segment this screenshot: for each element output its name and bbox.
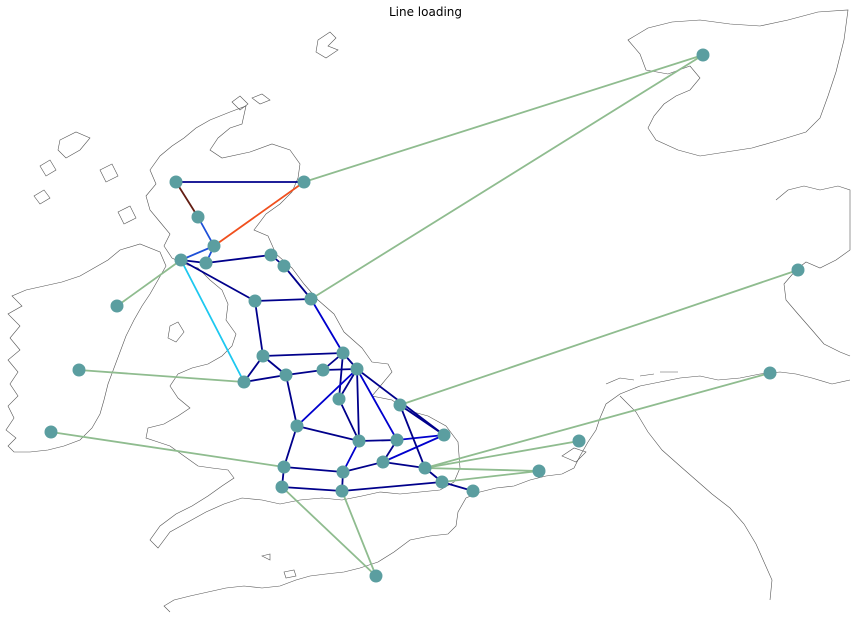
line-n10-m3 xyxy=(310,298,344,354)
bus-s6 xyxy=(277,460,291,474)
coastline-channel-islands xyxy=(261,553,297,579)
line-n8-n10 xyxy=(283,265,312,300)
line-s7-s8 xyxy=(342,461,384,473)
bus-s10 xyxy=(275,480,289,494)
coastline-denmark xyxy=(775,185,851,357)
bus-be1 xyxy=(572,434,586,448)
line-s5-s8 xyxy=(382,434,445,463)
links-layer xyxy=(50,54,799,577)
bus-m1 xyxy=(237,375,251,389)
link-n10-no xyxy=(310,54,704,300)
bus-n4 xyxy=(207,239,221,253)
coastline-shetland xyxy=(315,31,339,59)
bus-nl xyxy=(763,366,777,380)
bus-n3 xyxy=(191,210,205,224)
link-n2-no xyxy=(303,54,704,183)
link-s11-be2 xyxy=(424,467,540,472)
bus-s11 xyxy=(418,461,432,475)
line-n9-m2 xyxy=(254,300,264,357)
coastline-orkney xyxy=(231,93,271,111)
bus-n2 xyxy=(297,175,311,189)
line-n6-n7 xyxy=(205,254,272,264)
line-m6-s2 xyxy=(296,368,358,427)
link-s10-fr xyxy=(281,486,377,577)
bus-n5 xyxy=(174,253,188,267)
bus-be2 xyxy=(532,464,546,478)
coastline-isle-of-man xyxy=(167,321,185,343)
bus-s12 xyxy=(435,475,449,489)
line-s9-s11 xyxy=(399,404,426,469)
line-s5-s9 xyxy=(399,404,445,436)
line-s4-s5 xyxy=(396,434,445,441)
line-m1-m4 xyxy=(243,374,287,383)
map-title: Line loading xyxy=(388,5,463,19)
bus-s14 xyxy=(466,484,480,498)
line-m2-m3 xyxy=(262,352,344,357)
line-n1-n3 xyxy=(175,181,199,218)
bus-ie3 xyxy=(44,425,58,439)
link-s12-be2 xyxy=(441,470,540,483)
bus-m5 xyxy=(316,363,330,377)
bus-s2 xyxy=(290,419,304,433)
line-s8-s11 xyxy=(382,461,426,469)
bus-n1 xyxy=(169,175,183,189)
bus-ie1 xyxy=(110,299,124,313)
bus-s13 xyxy=(335,484,349,498)
link-s13-fr xyxy=(341,490,377,577)
link-s9-dk xyxy=(399,269,799,406)
link-s6-ie3 xyxy=(50,431,285,468)
bus-s5 xyxy=(437,428,451,442)
bus-n9 xyxy=(248,294,262,308)
bus-ie2 xyxy=(72,363,86,377)
coastline-frisian-islands xyxy=(561,371,678,463)
line-n5-n9 xyxy=(180,259,256,302)
coastline-great-britain xyxy=(145,105,461,549)
line-m6-s3 xyxy=(356,368,360,442)
bus-m3 xyxy=(336,346,350,360)
bus-m2 xyxy=(256,349,270,363)
link-s11-nl xyxy=(424,372,771,469)
bus-s8 xyxy=(376,455,390,469)
bus-m6 xyxy=(350,362,364,376)
link-m1-ie2 xyxy=(78,369,245,383)
line-n2-n4 xyxy=(213,181,305,247)
line-s13-s12 xyxy=(341,481,443,492)
line-m6-s4 xyxy=(356,368,398,441)
bus-n7 xyxy=(264,248,278,262)
bus-dk xyxy=(791,263,805,277)
coastline-norway xyxy=(627,9,849,157)
link-n5-ie1 xyxy=(116,259,182,307)
buses-layer xyxy=(44,48,805,583)
line-s6-s7 xyxy=(283,466,344,473)
coastline-continent xyxy=(163,371,851,613)
line-n9-n10 xyxy=(254,298,312,302)
bus-s3 xyxy=(352,434,366,448)
coastline-continent-inland xyxy=(619,395,773,601)
line-s2-s3 xyxy=(296,425,360,442)
bus-n10 xyxy=(304,292,318,306)
bus-s9 xyxy=(393,398,407,412)
coastline-ireland xyxy=(5,243,167,453)
lines-layer xyxy=(175,181,474,492)
line-s2-s6 xyxy=(283,425,298,468)
bus-n6 xyxy=(199,256,213,270)
line-m4-s2 xyxy=(285,374,298,427)
line-s1-s3 xyxy=(338,398,360,442)
link-s11-be1 xyxy=(424,440,580,469)
bus-m4 xyxy=(279,368,293,382)
bus-s4 xyxy=(390,433,404,447)
bus-s7 xyxy=(336,465,350,479)
line-m3-s1 xyxy=(338,352,344,400)
bus-n8 xyxy=(277,259,291,273)
coastline-hebrides xyxy=(33,131,137,225)
line-s10-s13 xyxy=(281,486,343,492)
line-n5-m1 xyxy=(180,259,245,383)
coastlines xyxy=(5,9,851,613)
bus-no xyxy=(696,48,710,62)
bus-fr xyxy=(369,569,383,583)
bus-s1 xyxy=(332,392,346,406)
